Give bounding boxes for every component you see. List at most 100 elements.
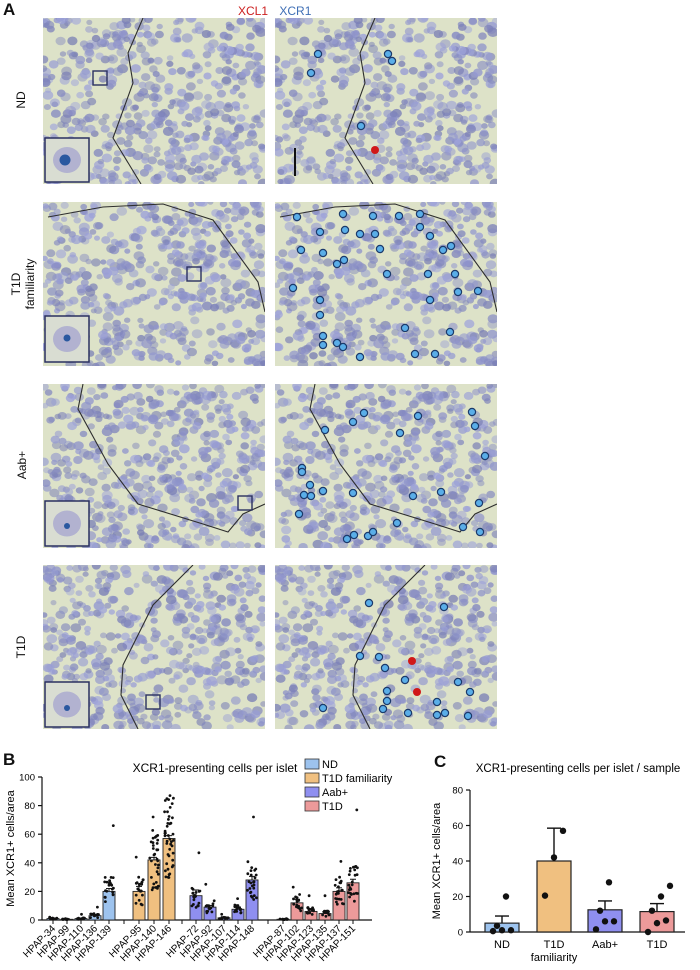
sample-point [653,919,661,927]
xcr1-marker-dot [480,451,490,461]
xcr1-marker-dot [438,245,448,255]
xcr1-marker-dot [450,269,460,279]
bar-hpap-146 [162,794,176,921]
xcr1-marker-dot [359,408,369,418]
bar-hpap-139 [102,824,116,921]
xcr1-marker-dot [340,225,350,235]
sample-point [601,918,609,925]
xcr1-marker-dot [318,340,328,350]
xcr1-marker-dot [315,310,325,320]
x-tick-label: Aab+ [592,939,618,951]
xcl1-marker-dot [413,688,421,696]
x-tick-label: familiarity [531,952,578,964]
xcr1-marker-dot [356,121,366,131]
xcr1-marker-dot [355,352,365,362]
xcr1-marker-dot [432,710,442,720]
xcr1-marker-dot [306,491,316,501]
zoom-region-box [145,694,161,710]
bar-hpap-151 [346,808,360,921]
xcr1-marker-dot [297,467,307,477]
sample-point [592,926,600,933]
inset-magnified-cell [44,500,90,547]
xcr1-marker-dot [368,211,378,221]
y-tick-label: 60 [452,821,463,832]
xcr1-marker-dot [339,255,349,265]
xcr1-marker-dot [383,49,393,59]
xcr1-marker-dot [355,229,365,239]
bar-group-3 [639,882,675,936]
sample-point [648,907,656,914]
bar-hpap-72 [189,851,203,921]
xcr1-marker-dot [296,245,306,255]
legend-label: T1D [322,801,343,813]
xcr1-marker-dot [453,287,463,297]
zoom-region-box [237,495,253,511]
y-tick-label: 60 [24,830,35,841]
islet-boundary [120,565,194,729]
bar-hpap-148 [245,815,259,921]
xcr1-marker-dot [413,411,423,421]
xcr1-marker-dot [378,704,388,714]
panel-c-letter: C [434,752,447,771]
bar-hpap-123 [304,894,318,921]
xcr1-marker-dot [355,651,365,661]
bar-hpap-87 [276,917,290,921]
xcr1-marker-dot [318,486,328,496]
xcr1-marker-dot [425,231,435,241]
sample-point [498,927,506,934]
row-label-line: familiarity [23,258,37,310]
bar-hpap-110 [74,912,88,921]
legend-label: Aab+ [322,787,348,799]
legend-label: T1D familiarity [322,773,393,785]
legend-label: ND [322,759,338,771]
micrograph-annotated-0 [275,18,497,184]
sample-point [596,907,604,914]
xcr1-marker-dot [318,331,328,341]
row-label-t1d-familiarity: T1D familiarity [9,249,37,319]
row-label-line: T1D [9,272,23,296]
xcr1-marker-dot [382,686,392,696]
sample-point [550,854,558,861]
xcr1-marker-dot [463,711,473,721]
xcr1-marker-dot [473,286,483,296]
y-tick-label: 100 [19,773,35,784]
xcr1-marker-dot [465,687,475,697]
y-tick-label: 20 [24,887,35,898]
y-tick-label: 0 [30,916,35,927]
xcr1-marker-dot [306,68,316,78]
bar-hpap-34 [46,915,60,921]
y-tick-label: 0 [458,928,463,939]
y-tick-label: 20 [452,892,463,903]
xcr1-marker-dot [439,602,449,612]
xcr1-marker-dot [288,283,298,293]
xcr1-marker-dot [430,349,440,359]
islet-boundary [77,384,265,533]
xcr1-marker-dot [470,421,480,431]
xcr1-marker-dot [400,323,410,333]
xcr1-marker-dot [320,425,330,435]
x-tick-label: ND [494,939,510,951]
legend-swatch [304,772,320,784]
bar-hpap-102 [290,885,304,921]
xcr1-marker-dot [338,342,348,352]
xcr1-marker-dot [292,212,302,222]
chart-b-legend: ND T1D familiarity Aab+ T1D [304,758,393,813]
bar-hpap-107 [217,912,231,921]
y-axis-label: Mean XCR1+ cells/area [5,789,17,906]
bar-hpap-135 [318,894,332,921]
legend-xcl1: XCL1 [238,4,269,18]
bar-hpap-136 [88,905,102,921]
xcr1-marker-dot [338,209,348,219]
legend-xcr1: XCR1 [279,4,312,18]
xcr1-marker-dot [474,498,484,508]
sample-point [666,882,674,890]
xcr1-marker-dot [342,534,352,544]
xcr1-marker-dot [332,338,342,348]
micrograph-raw-0 [43,18,265,184]
y-tick-label: 80 [24,801,35,812]
xcr1-marker-dot [425,295,435,305]
sample-point [610,918,618,925]
xcr1-marker-dot [408,491,418,501]
sample-point [489,927,497,935]
xcr1-marker-dot [375,244,385,254]
